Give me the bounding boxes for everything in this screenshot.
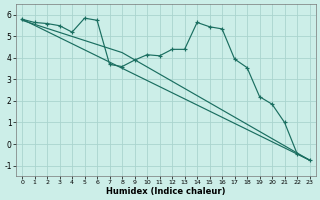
- X-axis label: Humidex (Indice chaleur): Humidex (Indice chaleur): [106, 187, 226, 196]
